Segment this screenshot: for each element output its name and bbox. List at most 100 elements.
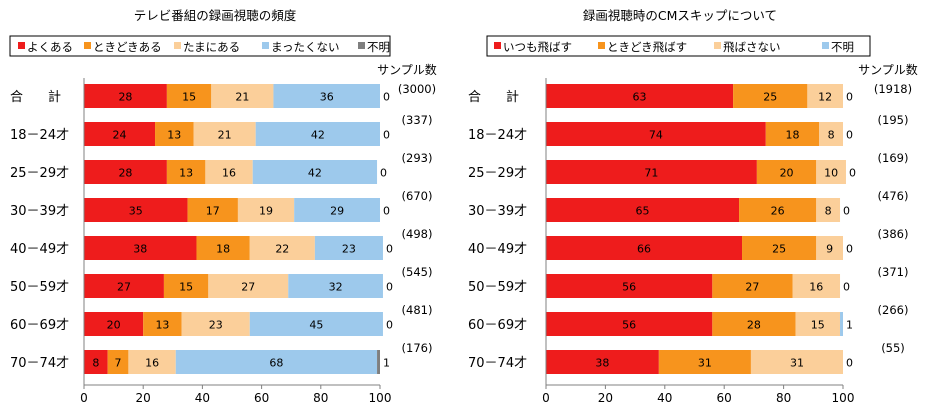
sample-size: (176) (402, 341, 433, 355)
data-label: 26 (771, 205, 785, 218)
bar-segment (84, 312, 144, 336)
legend-swatch (714, 42, 721, 49)
data-label: 42 (311, 129, 325, 142)
bar-segment (742, 236, 817, 260)
data-label: 24 (113, 129, 127, 142)
data-label: 21 (218, 129, 232, 142)
bar-segment (840, 312, 843, 336)
bar-segment (187, 198, 238, 222)
x-tick-label: 0 (80, 391, 88, 405)
data-label: 0 (843, 281, 850, 294)
legend-label: よくある (27, 40, 73, 54)
data-label: 20 (107, 319, 121, 332)
chart-title: 録画視聴時のCMスキップについて (583, 8, 777, 23)
category-label: 30－39才 (468, 204, 527, 219)
sample-size: (55) (881, 341, 905, 355)
bar-segment (193, 122, 256, 146)
bar-segment (795, 312, 841, 336)
bar-segment (816, 160, 846, 184)
bar-segment (208, 274, 289, 298)
data-label: 0 (846, 129, 853, 142)
category-label: 70－74才 (10, 356, 69, 371)
data-label: 20 (780, 167, 794, 180)
data-label: 38 (133, 243, 147, 256)
data-label: 35 (129, 205, 143, 218)
data-label: 16 (222, 167, 236, 180)
sample-size: (337) (402, 113, 433, 127)
sample-size: (371) (878, 265, 909, 279)
data-label: 0 (849, 167, 856, 180)
x-tick-label: 100 (832, 391, 855, 405)
data-label: 15 (182, 91, 196, 104)
data-label: 28 (118, 91, 132, 104)
sample-size: (169) (878, 151, 909, 165)
category-label: 50－59才 (468, 280, 527, 295)
legend-label: たまにある (183, 40, 240, 54)
data-label: 38 (595, 357, 609, 370)
legend-swatch (174, 42, 181, 49)
data-label: 21 (235, 91, 249, 104)
bar-segment (255, 122, 380, 146)
sample-size: (3000) (398, 82, 436, 96)
bar-segment (84, 274, 164, 298)
bar-segment (252, 160, 378, 184)
x-tick-label: 60 (717, 391, 732, 405)
data-label: 0 (846, 91, 853, 104)
category-label: 合 計 (10, 89, 67, 105)
bar-segment (84, 122, 156, 146)
bar-segment (756, 160, 817, 184)
x-tick-label: 0 (542, 391, 550, 405)
category-label: 18－24才 (10, 128, 69, 143)
legend-label: 不明 (831, 40, 854, 54)
bar-segment (765, 122, 820, 146)
bar-segment (314, 236, 383, 260)
data-label: 68 (269, 357, 283, 370)
bar-segment (166, 160, 206, 184)
sample-size: (476) (878, 189, 909, 203)
data-label: 8 (825, 205, 832, 218)
data-label: 0 (383, 205, 390, 218)
bar-segment (807, 84, 843, 108)
legend-label: いつも飛ばす (503, 40, 572, 54)
legend-label: ときどき飛ばす (607, 40, 687, 54)
category-label: 18－24才 (468, 128, 527, 143)
data-label: 71 (644, 167, 658, 180)
bar-segment (107, 350, 129, 374)
bar-segment (273, 84, 380, 108)
sample-size: (386) (878, 227, 909, 241)
bar-segment (733, 84, 808, 108)
legend-swatch (494, 42, 501, 49)
data-label: 0 (843, 205, 850, 218)
data-label: 0 (383, 91, 390, 104)
bar-segment (546, 312, 713, 336)
legend-swatch (822, 42, 829, 49)
bar-segment (712, 312, 796, 336)
bar-segment (294, 198, 380, 222)
bar-segment (84, 350, 108, 374)
data-label: 65 (636, 205, 650, 218)
legend-label: ときどきある (93, 40, 162, 54)
data-label: 13 (179, 167, 193, 180)
sample-size: (195) (878, 113, 909, 127)
category-label: 50－59才 (10, 280, 69, 295)
data-label: 27 (117, 281, 131, 294)
data-label: 18 (786, 129, 800, 142)
bar-segment (128, 350, 176, 374)
data-label: 7 (115, 357, 122, 370)
data-label: 42 (308, 167, 322, 180)
data-label: 18 (216, 243, 230, 256)
bar-segment (816, 198, 841, 222)
data-label: 74 (649, 129, 663, 142)
data-label: 36 (320, 91, 334, 104)
bar-segment (750, 350, 843, 374)
category-label: 25－29才 (10, 166, 69, 181)
category-label: 60－69才 (10, 318, 69, 333)
x-tick-label: 20 (598, 391, 613, 405)
bar-segment (175, 350, 378, 374)
bar-segment (712, 274, 793, 298)
bar-segment (288, 274, 383, 298)
sample-size: (545) (402, 265, 433, 279)
data-label: 22 (275, 243, 289, 256)
data-label: 23 (209, 319, 223, 332)
